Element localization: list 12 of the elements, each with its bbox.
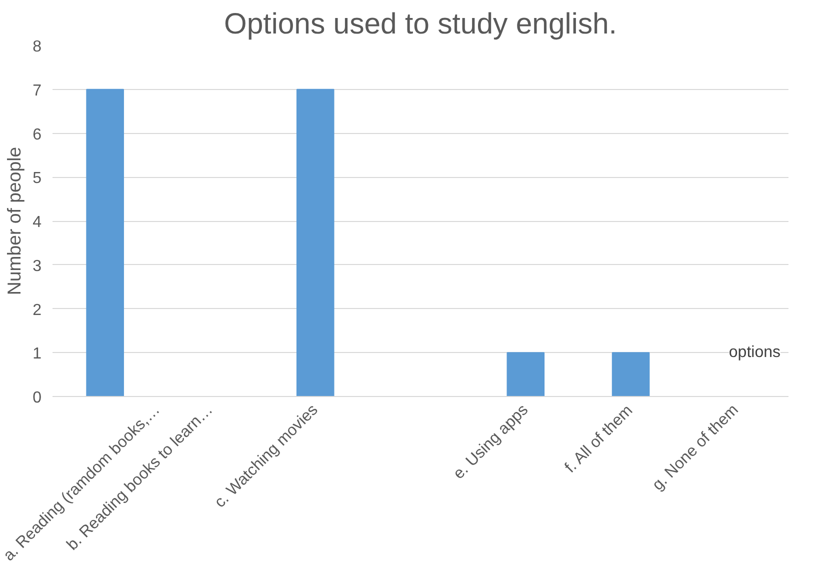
annotation: options [728,344,780,362]
y-tick-label: 0 [32,390,42,406]
y-tick-label: 4 [32,214,42,231]
y-tick-label: 3 [32,258,42,275]
y-tick-label: 7 [32,82,42,100]
y-tick-label: 5 [32,170,42,188]
y-tick-label: 8 [32,38,42,56]
y-tick-label: 2 [32,302,42,319]
y-axis-title: Number of people [4,146,25,296]
y-tick-label: 6 [32,126,42,144]
y-tick-label: 1 [32,346,42,363]
chart-title: Options used to study english. [224,8,617,40]
